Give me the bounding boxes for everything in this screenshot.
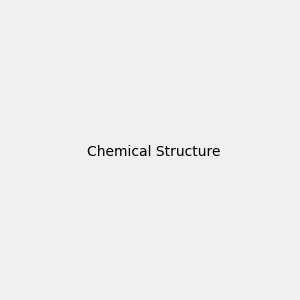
Text: Chemical Structure: Chemical Structure — [87, 145, 220, 158]
